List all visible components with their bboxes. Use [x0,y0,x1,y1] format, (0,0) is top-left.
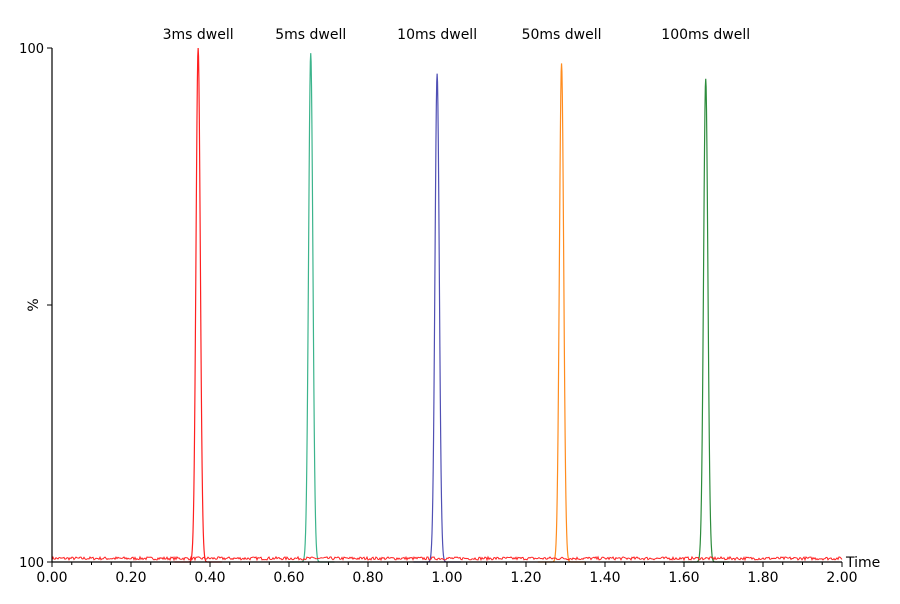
peak-50ms-dwell [537,63,586,563]
x-tick-label: 0.80 [352,570,383,586]
x-ticks-group: 0.00 0.20 0.40 0.60 0.80 1.00 1.20 1.40 1.60 1.80… [36,562,858,586]
peak-3ms-dwell [174,47,222,563]
peak-10ms-dwell [413,73,461,563]
peak-5ms-dwell [287,53,335,563]
peak-label: 100ms dwell [661,27,750,43]
peak-label: 50ms dwell [522,27,602,43]
x-tick-label: 1.00 [431,570,462,586]
x-tick-label: 1.80 [747,570,778,586]
peak-label: 5ms dwell [275,27,346,43]
y-tick-label: 100 [19,42,44,57]
peak-label: 3ms dwell [163,27,234,43]
x-tick-label: 0.40 [194,570,225,586]
peak-label: 10ms dwell [397,27,477,43]
x-tick-label: 1.60 [668,570,699,586]
x-axis-label: Time [845,555,880,571]
peak-series-group [174,47,730,563]
peak-100ms-dwell [682,78,730,563]
y-ticks-group: 100 100 [19,42,52,571]
y-tick-label: 100 [19,556,44,571]
x-tick-label: 2.00 [826,570,857,586]
x-tick-label: 0.20 [115,570,146,586]
baseline-noise-line [51,555,843,562]
x-tick-label: 0.60 [273,570,304,586]
x-tick-label: 1.20 [510,570,541,586]
x-tick-label: 1.40 [589,570,620,586]
peak-labels-group: 3ms dwell 5ms dwell 10ms dwell 50ms dwell 10… [163,27,751,43]
x-tick-label: 0.00 [36,570,67,586]
y-axis-label: % [26,298,42,311]
